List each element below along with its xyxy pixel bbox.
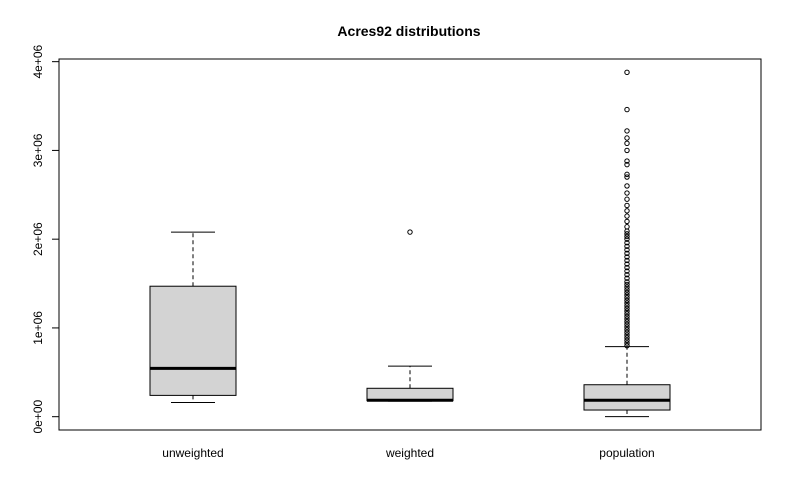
outlier-point (624, 275, 630, 281)
outlier-point (624, 158, 630, 164)
outlier-point (624, 190, 630, 196)
outlier-point (624, 337, 630, 344)
outlier-point (624, 183, 630, 189)
outlier-point (624, 147, 630, 154)
outlier-point (624, 308, 630, 314)
outlier-point (624, 311, 630, 317)
outlier-point (624, 250, 630, 257)
box-iqr (583, 384, 671, 411)
chart-title: Acres92 distributions (337, 23, 480, 39)
outlier-point (624, 236, 630, 242)
outlier-point (624, 254, 630, 260)
outlier-point (624, 297, 630, 304)
outlier-point (624, 247, 630, 253)
outlier-point (624, 279, 630, 285)
outlier-point (624, 332, 630, 338)
outlier-point (624, 300, 630, 306)
outlier-point (624, 224, 630, 230)
outlier-point (624, 281, 630, 288)
outlier-point (624, 264, 630, 271)
outlier-point (624, 161, 630, 168)
y-tick-label: 2e+06 (31, 222, 45, 256)
outlier-point (624, 303, 630, 309)
y-axis: 0e+00 1e+06 2e+06 3e+06 4e+06 (31, 44, 60, 434)
outlier-point (624, 342, 630, 349)
outlier-point (624, 69, 630, 76)
outlier-point (624, 106, 630, 113)
y-tick-label: 1e+06 (31, 311, 45, 345)
outlier-point (624, 295, 630, 301)
outlier-point (624, 292, 630, 298)
outlier-point (624, 327, 630, 333)
y-tick-label: 3e+06 (31, 133, 45, 167)
box-unweighted (149, 231, 237, 403)
outlier-point (624, 257, 630, 264)
outlier-point (624, 233, 630, 240)
outlier-point (624, 284, 630, 290)
outlier-point (624, 319, 630, 325)
outlier-point (624, 305, 630, 312)
outlier-point (624, 268, 630, 274)
outlier-point (407, 229, 413, 235)
boxes-group (149, 69, 671, 418)
outlier-point (624, 329, 630, 336)
outlier-point (624, 202, 630, 209)
x-tick-label: unweighted (162, 446, 223, 460)
outlier-point (624, 208, 630, 214)
outlier-point (624, 340, 630, 346)
outlier-point (624, 135, 630, 141)
outlier-point (624, 334, 630, 341)
box-population (583, 69, 671, 418)
outlier-point (624, 196, 630, 202)
outlier-point (624, 140, 630, 147)
outlier-point (624, 218, 630, 225)
outlier-point (624, 213, 630, 219)
outlier-point (624, 316, 630, 322)
outlier-point (624, 324, 630, 330)
y-tick-label: 0e+00 (31, 400, 45, 434)
x-axis: unweighted weighted population (162, 446, 654, 460)
outlier-point (624, 321, 630, 328)
y-tick-label: 4e+06 (31, 44, 45, 78)
x-tick-label: weighted (385, 446, 434, 460)
outlier-point (624, 271, 630, 278)
outlier-point (624, 231, 630, 237)
outlier-point (624, 243, 630, 249)
outlier-point (624, 289, 630, 296)
outlier-point (624, 174, 630, 180)
outlier-point (624, 287, 630, 293)
box-weighted (366, 229, 454, 402)
outlier-point (624, 240, 630, 246)
outlier-point (624, 261, 630, 267)
outlier-point (624, 171, 630, 178)
box-iqr (149, 285, 237, 396)
outlier-point (624, 128, 630, 134)
outlier-point (624, 313, 630, 320)
x-tick-label: population (599, 446, 654, 460)
